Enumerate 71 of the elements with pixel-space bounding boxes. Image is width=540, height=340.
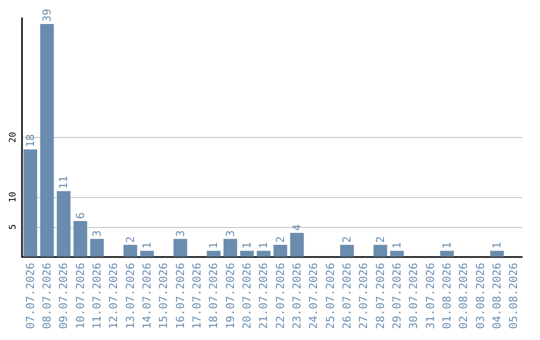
- x-tick-label: 16.07.2026: [174, 262, 187, 330]
- bar: [140, 250, 154, 257]
- bar: [340, 244, 354, 257]
- x-tick-label: 08.07.2026: [40, 262, 54, 330]
- x-tick-label: 19.07.2026: [224, 262, 237, 330]
- bar: [374, 244, 388, 257]
- x-tick-label: 30.07.2026: [407, 262, 420, 330]
- bar: [490, 250, 504, 257]
- bar: [390, 250, 404, 257]
- bar: [40, 24, 54, 257]
- data-label: 3: [90, 230, 104, 237]
- data-label: 2: [340, 236, 354, 243]
- x-tick-label: 03.08.2026: [474, 262, 487, 330]
- data-label: 2: [124, 236, 137, 243]
- x-tick-label: 05.08.2026: [507, 262, 520, 330]
- data-label: 3: [224, 230, 237, 237]
- x-tick-label: 23.07.2026: [290, 262, 304, 330]
- data-label: 1: [490, 242, 504, 249]
- bar: [274, 244, 288, 257]
- x-tick-label: 26.07.2026: [340, 262, 354, 330]
- x-tick-label: 09.07.2026: [57, 262, 70, 330]
- x-tick-label: 07.07.2026: [24, 262, 37, 330]
- x-tick-label: 24.07.2026: [307, 262, 320, 330]
- data-label: 4: [290, 224, 304, 231]
- data-label: 3: [174, 230, 187, 237]
- data-label: 18: [24, 134, 37, 148]
- x-tick-label: 11.07.2026: [90, 262, 104, 330]
- x-tick-label: 18.07.2026: [207, 262, 220, 330]
- x-tick-label: 12.07.2026: [107, 262, 120, 330]
- bar: [174, 238, 188, 257]
- bar: [24, 149, 38, 257]
- data-label: 1: [390, 242, 404, 249]
- data-label: 39: [40, 8, 54, 22]
- bar: [206, 250, 220, 257]
- bar: [240, 250, 254, 257]
- x-tick-label: 15.07.2026: [157, 262, 170, 330]
- data-label: 1: [257, 242, 270, 249]
- bar: [124, 244, 138, 257]
- data-label: 1: [207, 242, 220, 249]
- x-tick-label: 02.08.2026: [457, 262, 470, 330]
- bar: [90, 238, 104, 257]
- bar: [256, 250, 270, 257]
- x-tick-label: 27.07.2026: [357, 262, 370, 330]
- x-tick-label: 17.07.2026: [190, 262, 204, 330]
- data-label: 1: [240, 242, 254, 249]
- x-tick-label: 14.07.2026: [140, 262, 154, 330]
- bar: [440, 250, 454, 257]
- bar: [290, 232, 304, 257]
- x-tick-label: 25.07.2026: [324, 262, 337, 330]
- x-tick-label: 04.08.2026: [490, 262, 504, 330]
- bar: [224, 238, 238, 257]
- x-tick-label: 20.07.2026: [240, 262, 254, 330]
- x-tick-label: 01.08.2026: [440, 262, 454, 330]
- data-label: 1: [440, 242, 454, 249]
- x-tick-label: 21.07.2026: [257, 262, 270, 330]
- x-tick-label: 13.07.2026: [124, 262, 137, 330]
- x-tick-label: 10.07.2026: [74, 262, 87, 330]
- x-tick-label: 29.07.2026: [390, 262, 404, 330]
- x-tick-label: 22.07.2026: [274, 262, 287, 330]
- y-tick-label: 20: [8, 132, 18, 143]
- bar: [74, 220, 88, 257]
- x-tick-label: 28.07.2026: [374, 262, 387, 330]
- y-tick-label: 10: [8, 192, 18, 203]
- data-label: 11: [57, 176, 70, 190]
- data-label: 1: [140, 242, 154, 249]
- data-label: 2: [274, 236, 287, 243]
- x-tick-label: 31.07.2026: [424, 262, 437, 330]
- bar: [56, 191, 70, 257]
- y-tick-label: 5: [8, 224, 18, 230]
- data-label: 2: [374, 236, 387, 243]
- data-label: 6: [74, 212, 87, 219]
